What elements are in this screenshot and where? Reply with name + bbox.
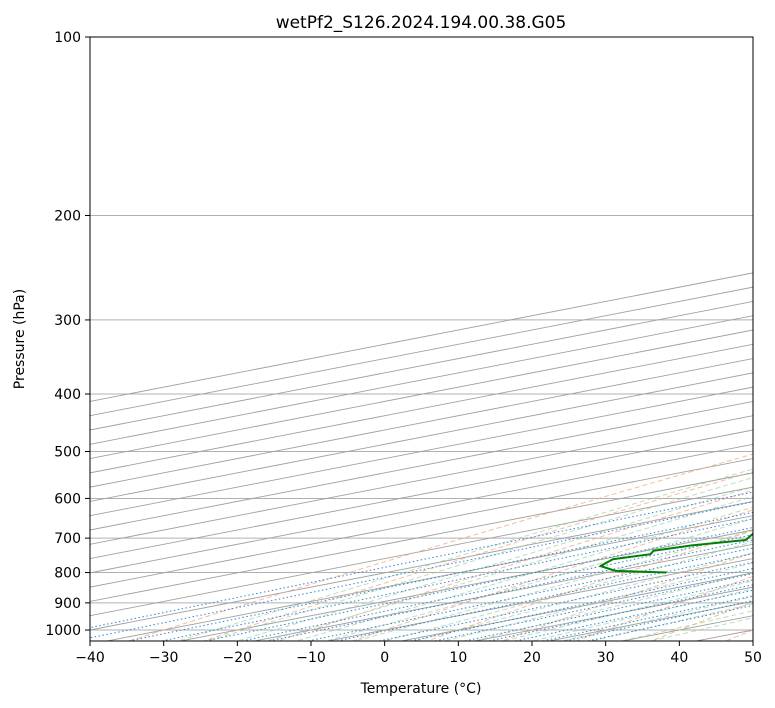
moist-adiabat: [234, 486, 753, 641]
mixing-ratio-line: [126, 511, 753, 641]
isotherm-line: [104, 515, 753, 641]
plot-area: [90, 37, 753, 641]
mixing-ratio-line: [203, 526, 753, 641]
y-tick-label: 800: [54, 566, 81, 582]
y-axis-ticks: 1000 900 800 700 600 500 400 300 200 100: [45, 30, 90, 639]
isotherm-line: [90, 272, 753, 402]
isotherm-line: [90, 443, 753, 574]
mixing-ratio-line: [159, 518, 753, 641]
x-tick-label: 0: [380, 650, 389, 666]
mixing-ratio-line: [334, 553, 753, 641]
plot-frame: [89, 36, 754, 642]
isotherm-line: [90, 315, 753, 445]
y-tick-label: 100: [54, 30, 81, 46]
dry-adiabat: [276, 489, 753, 641]
x-tick-label: 50: [744, 650, 762, 666]
moist-adiabat: [560, 595, 753, 641]
moist-adiabat: [175, 468, 753, 641]
y-tick-label: 900: [54, 596, 81, 612]
mixing-ratio-line: [432, 573, 753, 641]
isotherm-line: [90, 329, 753, 460]
x-tick-label: −30: [149, 650, 179, 666]
isotherm-line: [90, 458, 753, 588]
x-axis-ticks: −40 −30 −20 −10 0 10 20 30 40 50: [75, 641, 762, 666]
isotherm-line: [90, 429, 753, 560]
x-tick-label: 40: [670, 650, 688, 666]
x-tick-label: −10: [296, 650, 326, 666]
chart-title: wetPf2_S126.2024.194.00.38.G05: [276, 13, 567, 33]
mixing-ratio-line: [90, 491, 753, 629]
x-tick-label: 10: [449, 650, 467, 666]
isotherm-line: [90, 286, 753, 417]
dry-adiabat: [351, 509, 753, 641]
moist-adiabat: [353, 529, 753, 641]
moist-adiabat: [500, 580, 753, 641]
mixing-ratio-line: [90, 501, 753, 639]
x-tick-label: −40: [75, 650, 105, 666]
y-axis-label: Pressure (hPa): [12, 289, 28, 389]
isotherm-line: [90, 300, 753, 431]
background-lines: [90, 37, 753, 641]
x-tick-label: 20: [523, 650, 541, 666]
mixing-ratio-line: [513, 589, 753, 641]
y-tick-label: 700: [54, 531, 81, 547]
y-tick-label: 400: [54, 387, 81, 403]
y-tick-label: 500: [54, 444, 81, 460]
dewpoint-profile: [599, 532, 753, 574]
x-tick-label: −20: [223, 650, 253, 666]
y-tick-label: 300: [54, 313, 81, 329]
x-axis-label: Temperature (°C): [360, 681, 482, 697]
isotherm-line: [90, 486, 753, 617]
y-tick-label: 600: [54, 491, 81, 507]
isotherm-line: [90, 472, 753, 602]
isotherm-line: [90, 415, 753, 545]
mixing-ratio-line: [462, 579, 753, 641]
isotherm-line: [178, 529, 753, 641]
x-tick-label: 30: [597, 650, 615, 666]
y-tick-label: 200: [54, 209, 81, 225]
moist-adiabat: [471, 571, 753, 641]
mixing-ratio-line: [540, 595, 753, 641]
dry-adiabat: [127, 453, 753, 641]
isotherm-line: [90, 500, 753, 631]
profile-lines: [599, 532, 753, 574]
y-tick-label: 1000: [45, 623, 81, 639]
moist-adiabat: [205, 476, 753, 641]
mixing-ratio-line: [486, 584, 753, 641]
